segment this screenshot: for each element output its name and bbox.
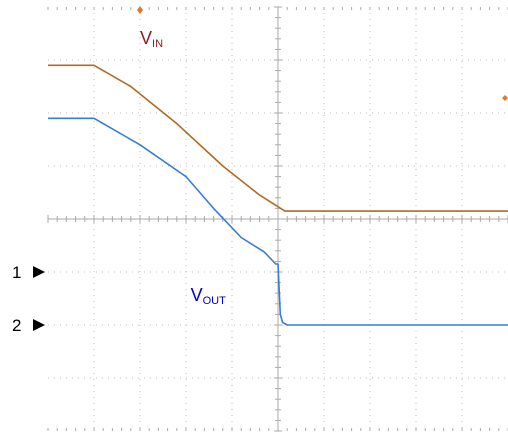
label-vin: VIN bbox=[140, 28, 163, 50]
label-main: V bbox=[140, 28, 152, 48]
label-sub: OUT bbox=[203, 295, 227, 307]
label-sub: IN bbox=[152, 38, 163, 50]
channel-marker-label: 1 bbox=[12, 263, 21, 282]
trace-vout bbox=[48, 117, 508, 326]
trace-vin bbox=[48, 64, 508, 212]
label-vout: VOUT bbox=[191, 285, 227, 307]
label-main: V bbox=[191, 285, 203, 305]
trigger-marker bbox=[137, 6, 143, 14]
channel-markers: 12 bbox=[12, 263, 45, 335]
channel-marker-label: 2 bbox=[12, 316, 21, 335]
channel-marker-arrow bbox=[33, 319, 45, 331]
channel-marker-arrow bbox=[33, 266, 45, 278]
traces bbox=[48, 64, 508, 326]
level-marker bbox=[502, 95, 508, 101]
graticule bbox=[47, 6, 508, 432]
